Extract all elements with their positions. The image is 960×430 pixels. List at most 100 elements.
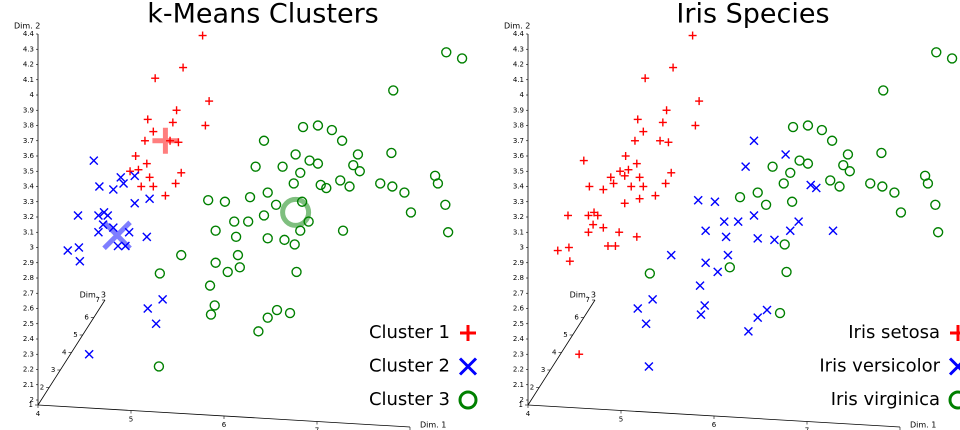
data-point-stroke bbox=[158, 294, 168, 304]
data-point bbox=[620, 171, 629, 180]
data-point bbox=[168, 118, 177, 127]
data-point bbox=[172, 106, 181, 115]
data-point bbox=[151, 74, 160, 83]
data-point bbox=[584, 211, 593, 220]
data-point bbox=[644, 361, 654, 371]
data-point-stroke bbox=[802, 120, 814, 131]
z-tick-label: 6 bbox=[84, 314, 89, 322]
data-point-stroke bbox=[779, 239, 790, 250]
data-point-stroke bbox=[946, 53, 958, 64]
legend-marker-stroke bbox=[458, 390, 478, 410]
data-point bbox=[387, 181, 398, 192]
x-tick-label: 5 bbox=[129, 416, 133, 424]
data-point-stroke bbox=[440, 199, 451, 211]
data-point-stroke bbox=[143, 304, 153, 313]
data-point-stroke bbox=[229, 216, 240, 227]
data-point-stroke bbox=[816, 124, 828, 136]
data-point bbox=[113, 241, 123, 251]
data-point-stroke bbox=[335, 175, 346, 186]
data-point bbox=[145, 173, 154, 182]
data-point bbox=[599, 185, 608, 194]
data-point bbox=[825, 175, 836, 186]
data-point bbox=[946, 53, 958, 64]
data-point bbox=[201, 121, 210, 130]
z-axis-label: Dim. 3 bbox=[570, 291, 596, 300]
data-point-stroke bbox=[399, 187, 410, 198]
data-point bbox=[719, 217, 729, 227]
data-point-stroke bbox=[326, 124, 338, 136]
data-point bbox=[219, 196, 231, 207]
data-point-stroke bbox=[262, 233, 273, 244]
data-point bbox=[599, 223, 608, 232]
y-tick-label: 2.9 bbox=[513, 259, 524, 267]
data-point-stroke bbox=[315, 179, 326, 191]
y-tick-label: 4 bbox=[520, 91, 525, 99]
data-point bbox=[609, 179, 618, 188]
x-tick-label: 4 bbox=[526, 410, 531, 418]
data-point bbox=[721, 232, 731, 242]
data-point-stroke bbox=[388, 85, 399, 96]
y-tick-label: 2.1 bbox=[23, 381, 34, 389]
data-point bbox=[844, 166, 855, 177]
y-tick-label: 3.8 bbox=[513, 122, 524, 130]
legend-marker-stroke bbox=[948, 362, 960, 376]
data-point bbox=[838, 159, 849, 171]
data-point bbox=[667, 168, 676, 177]
data-point-stroke bbox=[205, 309, 217, 320]
z-tick-label: 7 bbox=[586, 296, 590, 304]
data-point-stroke bbox=[288, 178, 299, 189]
data-point bbox=[741, 162, 751, 172]
data-point bbox=[337, 225, 349, 236]
z-tick-label: 1 bbox=[519, 401, 523, 409]
data-point bbox=[785, 226, 795, 236]
data-point-stroke bbox=[151, 319, 161, 329]
data-point bbox=[250, 161, 261, 172]
y-tick-label: 3.2 bbox=[513, 213, 524, 221]
data-point bbox=[210, 225, 221, 236]
data-point bbox=[84, 349, 94, 359]
y-tick-label: 4.2 bbox=[513, 61, 524, 69]
data-point bbox=[312, 158, 324, 169]
z-tick-label: 4 bbox=[552, 349, 557, 357]
legend-label: Cluster 1 bbox=[369, 322, 450, 343]
data-point-stroke bbox=[695, 281, 705, 291]
data-point-stroke bbox=[210, 257, 221, 268]
data-point bbox=[151, 319, 161, 329]
data-point-stroke bbox=[767, 161, 778, 172]
y-tick-label: 3.1 bbox=[513, 228, 524, 236]
data-point bbox=[154, 268, 166, 279]
data-point-stroke bbox=[234, 262, 246, 273]
data-point bbox=[710, 197, 720, 207]
data-point-stroke bbox=[297, 121, 309, 133]
data-point-stroke bbox=[89, 156, 99, 166]
y-tick-label: 2.2 bbox=[23, 366, 34, 374]
data-point-stroke bbox=[290, 149, 301, 160]
y-tick-label: 3.9 bbox=[23, 106, 34, 114]
y-tick-label: 4.4 bbox=[513, 30, 525, 38]
data-point bbox=[262, 233, 273, 244]
legend-marker bbox=[458, 390, 478, 410]
y-tick-label: 2.1 bbox=[513, 381, 524, 389]
data-point-stroke bbox=[710, 197, 720, 207]
y-tick-label: 3.9 bbox=[513, 106, 524, 114]
data-point bbox=[375, 178, 386, 189]
data-point bbox=[130, 198, 140, 208]
data-point-stroke bbox=[648, 294, 658, 304]
y-tick-label: 3.6 bbox=[513, 152, 525, 160]
data-point-stroke bbox=[258, 210, 270, 221]
y-tick-label: 2.7 bbox=[23, 289, 34, 297]
data-point bbox=[620, 199, 629, 208]
data-point bbox=[149, 127, 158, 136]
data-point-stroke bbox=[295, 167, 306, 178]
data-point bbox=[575, 350, 584, 359]
data-point bbox=[405, 207, 417, 218]
data-point-stroke bbox=[828, 226, 838, 236]
data-point bbox=[802, 120, 814, 131]
data-point bbox=[816, 124, 828, 136]
data-point-stroke bbox=[734, 191, 746, 203]
data-point bbox=[624, 165, 633, 174]
data-point bbox=[641, 319, 651, 329]
data-point bbox=[116, 172, 126, 182]
data-point-stroke bbox=[781, 266, 792, 278]
